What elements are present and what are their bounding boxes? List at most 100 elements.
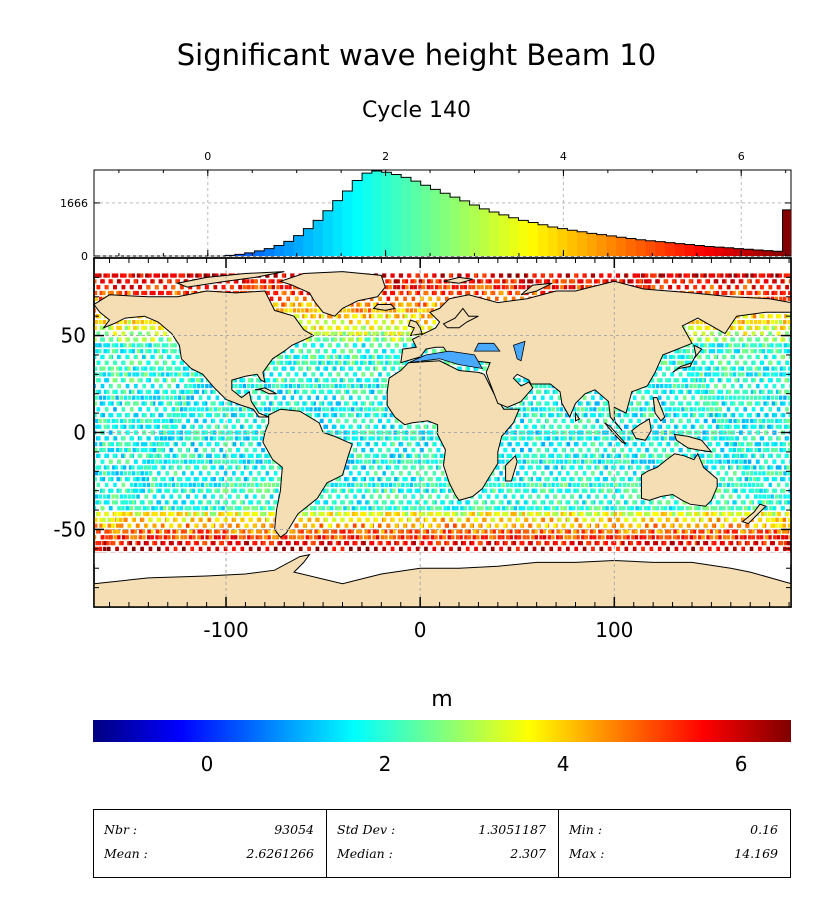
measurement-point	[638, 279, 642, 284]
measurement-point	[320, 494, 324, 499]
measurement-point	[440, 546, 445, 552]
measurement-point	[124, 488, 129, 493]
histogram-bar	[557, 228, 568, 256]
measurement-point	[270, 401, 275, 406]
measurement-point	[286, 372, 290, 377]
measurement-point	[324, 517, 329, 522]
measurement-point	[180, 413, 185, 418]
measurement-point	[247, 535, 251, 540]
measurement-point	[322, 413, 327, 418]
measurement-point	[450, 529, 455, 534]
measurement-point	[268, 401, 273, 406]
measurement-point	[498, 488, 502, 493]
measurement-point	[753, 273, 757, 278]
measurement-point	[127, 372, 132, 377]
measurement-point	[376, 482, 380, 488]
measurement-point	[349, 471, 353, 476]
measurement-point	[435, 506, 439, 511]
measurement-point	[501, 285, 506, 290]
measurement-point	[356, 424, 361, 429]
measurement-point	[382, 395, 386, 400]
measurement-point	[409, 482, 413, 488]
measurement-point	[161, 343, 166, 348]
measurement-point	[325, 407, 330, 412]
measurement-point	[397, 482, 401, 488]
measurement-point	[259, 482, 263, 488]
measurement-point	[373, 349, 378, 354]
measurement-point	[180, 482, 184, 488]
measurement-point	[394, 465, 398, 470]
measurement-point	[774, 372, 778, 377]
measurement-point	[342, 383, 347, 389]
histogram-bar	[704, 246, 715, 256]
measurement-point	[295, 343, 299, 348]
histogram-bar	[782, 209, 791, 256]
measurement-point	[184, 511, 189, 517]
measurement-point	[346, 511, 350, 517]
measurement-point	[384, 383, 388, 389]
measurement-point	[228, 418, 232, 424]
measurement-point	[329, 354, 334, 360]
measurement-point	[402, 477, 406, 482]
measurement-point	[390, 471, 395, 476]
measurement-point	[111, 494, 115, 499]
measurement-point	[788, 413, 791, 418]
measurement-point	[322, 383, 326, 389]
measurement-point	[518, 482, 522, 488]
measurement-point	[158, 488, 162, 493]
measurement-point	[128, 389, 133, 394]
measurement-point	[327, 325, 331, 330]
measurement-point	[424, 546, 428, 552]
measurement-point	[221, 407, 226, 412]
histogram-bar	[401, 177, 412, 256]
measurement-point	[103, 389, 108, 394]
measurement-point	[334, 383, 338, 389]
measurement-point	[246, 506, 250, 511]
measurement-point	[170, 541, 174, 546]
measurement-point	[370, 494, 374, 499]
measurement-point	[134, 506, 138, 511]
measurement-point	[94, 506, 97, 511]
histogram-bar	[577, 231, 588, 256]
measurement-point	[338, 383, 343, 389]
measurement-point	[107, 442, 112, 447]
measurement-point	[187, 389, 191, 394]
measurement-point	[358, 366, 362, 371]
measurement-point	[497, 459, 501, 464]
measurement-point	[205, 459, 209, 464]
measurement-point	[196, 436, 200, 441]
measurement-point	[546, 401, 550, 406]
measurement-point	[423, 488, 427, 493]
measurement-point	[346, 360, 351, 365]
measurement-point	[295, 389, 300, 394]
measurement-point	[140, 395, 144, 400]
measurement-point	[510, 511, 514, 517]
measurement-point	[347, 407, 351, 412]
measurement-point	[297, 407, 301, 412]
measurement-point	[690, 325, 694, 330]
measurement-point	[717, 389, 721, 394]
measurement-point	[141, 290, 145, 296]
measurement-point	[325, 488, 329, 493]
measurement-point	[698, 325, 703, 330]
measurement-point	[148, 319, 153, 325]
measurement-point	[362, 401, 366, 406]
measurement-point	[361, 372, 365, 377]
measurement-point	[354, 511, 359, 517]
measurement-point	[312, 401, 316, 406]
measurement-point	[551, 407, 555, 412]
measurement-point	[271, 285, 276, 290]
measurement-point	[318, 506, 322, 511]
measurement-point	[226, 506, 230, 511]
measurement-point	[361, 523, 365, 528]
measurement-point	[329, 360, 334, 365]
measurement-point	[281, 273, 286, 278]
measurement-point	[267, 482, 272, 488]
measurement-point	[232, 517, 237, 522]
measurement-point	[244, 523, 248, 528]
measurement-point	[547, 459, 551, 464]
measurement-point	[218, 506, 222, 511]
measurement-point	[227, 401, 231, 406]
measurement-point	[784, 389, 788, 394]
